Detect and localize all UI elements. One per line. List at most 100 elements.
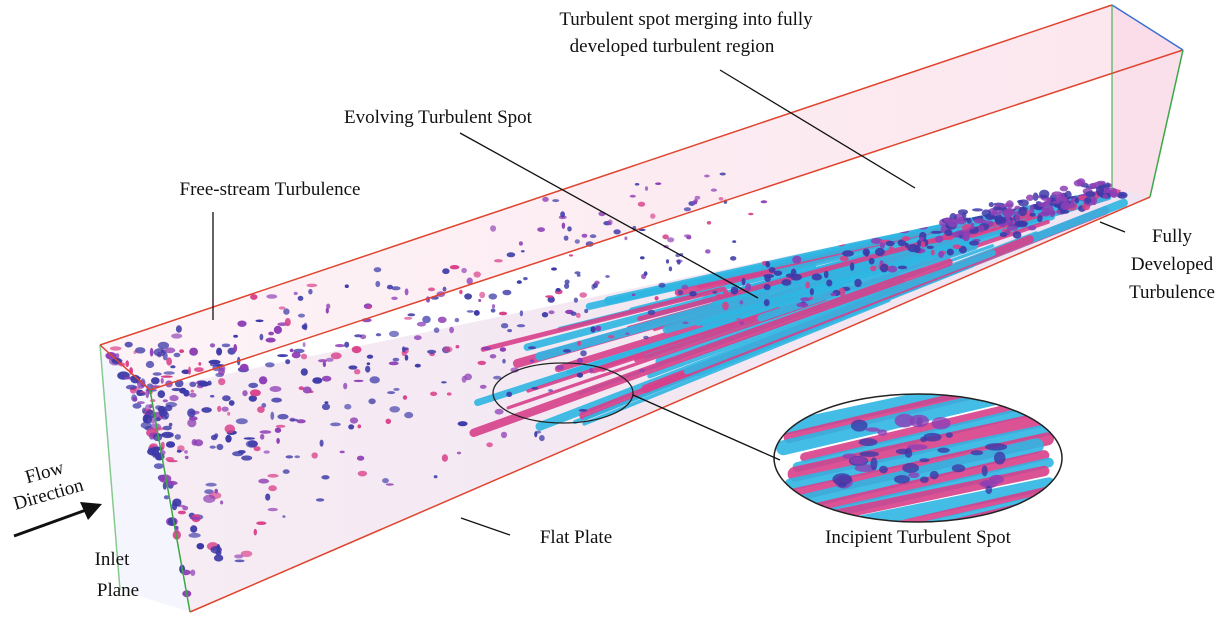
free-stream-blob [730,256,737,261]
free-stream-blob [227,411,231,416]
streak [526,307,781,393]
free-stream-blob [481,346,491,351]
zoom-blob [893,475,910,484]
free-stream-blob [189,347,199,356]
free-stream-blob [157,341,170,349]
zoom-blob [970,450,984,456]
free-stream-blob [718,197,724,201]
turbulent-blob [823,267,830,273]
free-stream-blob [184,450,188,454]
developed-blob [1106,187,1117,194]
free-stream-blob [235,418,248,425]
developed-blob [1003,208,1015,216]
free-stream-blob [267,507,278,512]
free-stream-blob [291,351,301,359]
free-stream-blob [249,389,261,397]
free-stream-blob [739,321,744,325]
turbulent-blob [689,291,697,297]
free-stream-blob [404,288,409,296]
free-stream-blob [274,427,282,433]
turbulent-blob [907,243,919,253]
free-stream-blob [300,368,308,376]
free-stream-blob [189,381,197,387]
free-stream-blob [277,354,289,358]
free-stream-blob [366,362,371,366]
free-stream-blob [218,378,226,386]
turbulent-blob [768,267,776,273]
free-stream-blob [188,416,198,421]
free-stream-blob [233,334,239,338]
zoom-blob [909,414,930,428]
free-stream-blob [391,296,398,300]
free-stream-blob [667,237,675,243]
free-stream-blob [250,294,258,300]
box-edges [99,4,1184,613]
developed-blob [978,225,985,233]
free-stream-blob [289,348,294,353]
free-stream-blob [234,559,245,563]
zoom-blob [929,470,939,480]
free-stream-blob [165,457,175,462]
free-stream-blob [302,342,306,348]
free-stream-blob [473,310,480,316]
free-stream-blob [650,213,656,219]
turbulent-blob [926,245,934,249]
free-stream-blob [573,297,579,303]
free-stream-blob [441,454,448,462]
free-stream-blob [366,305,372,310]
free-stream-blob [392,357,400,362]
free-stream-blob [162,425,172,431]
free-stream-blob [491,304,496,309]
free-stream-blob [500,431,508,439]
free-stream-blob [422,315,431,324]
free-stream-blob [190,525,198,533]
zoom-streak [783,394,1029,444]
free-stream-blob [519,310,524,317]
developed-blob [1025,194,1034,201]
free-stream-blob [173,352,181,358]
free-stream-blob [456,451,462,455]
free-stream-blob [153,463,164,469]
streak [701,237,974,328]
free-stream-blob [136,401,145,404]
label-merging-line2: developed turbulent region [570,36,775,57]
turbulent-blob [908,220,918,228]
free-stream-blob [705,249,711,254]
zoom-blob [937,447,950,453]
free-stream-blob [321,375,332,382]
developed-blob [1052,200,1061,204]
turbulent-blob [808,296,814,300]
free-stream-blob [216,443,224,451]
free-stream-blob [221,343,231,348]
developed-blob [971,208,983,212]
zoom-blob [919,458,930,463]
turbulent-blob [790,273,802,281]
free-stream-blob [391,286,401,291]
developed-blob [962,212,967,219]
free-stream-blob [339,450,345,454]
developed-blob [1018,199,1029,207]
free-stream-blob [217,405,222,412]
free-stream-blob [240,550,253,557]
free-stream-blob [574,271,581,275]
turbulent-blob [958,245,967,254]
free-stream-blob [498,311,508,316]
box-inlet-face [100,345,190,612]
free-stream-blob [348,365,358,370]
free-stream-blob [322,361,326,368]
free-stream-blob [255,319,264,323]
turbulent-blob [904,242,909,248]
zoom-blob [850,419,868,432]
turbulent-blob [792,255,802,264]
free-stream-blob [574,239,580,244]
free-stream-blob [561,222,566,229]
turbulent-blob [723,288,729,298]
free-stream-blob [388,361,399,366]
developed-blob [1037,202,1047,208]
zoom-blob [978,481,994,487]
free-stream-blob [643,335,649,340]
turbulent-blob [765,262,771,268]
free-stream-blob [210,394,215,398]
free-stream-blob [253,446,261,452]
free-stream-blob [179,349,185,354]
